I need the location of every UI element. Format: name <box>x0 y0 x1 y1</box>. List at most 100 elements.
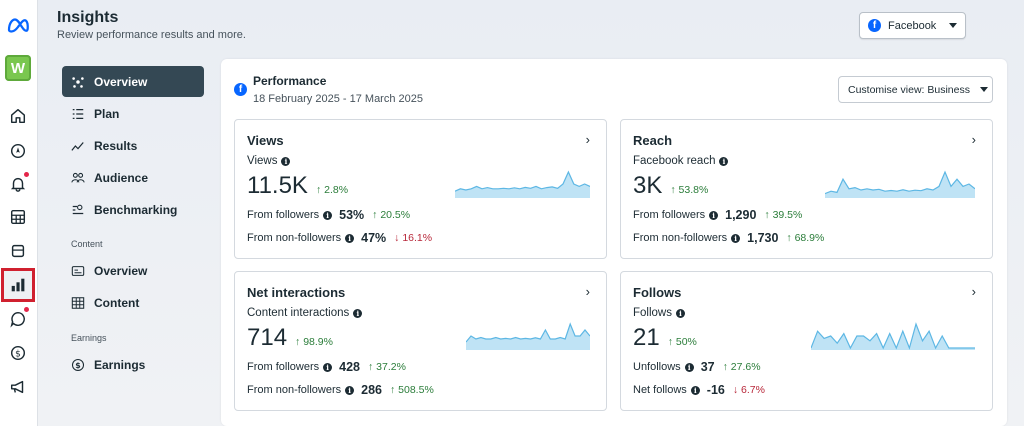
trend-icon <box>71 141 84 151</box>
customise-view-label: Customise view: Business <box>848 83 970 96</box>
chevron-right-icon[interactable]: › <box>971 132 976 147</box>
breakdown-label: From followers <box>247 361 320 373</box>
nav-benchmarking[interactable]: Benchmarking <box>62 194 204 225</box>
metric-label: Views i <box>247 155 291 167</box>
nav-overview[interactable]: Overview <box>62 66 204 97</box>
bell-icon[interactable] <box>3 169 33 199</box>
metric-value-row: 714 ↑ 98.9% <box>247 324 333 352</box>
chevron-right-icon[interactable]: › <box>585 132 590 147</box>
breakdown-row: Net follows i -16 ↓ 6.7% <box>633 383 765 397</box>
breakdown-label: From followers <box>633 209 706 221</box>
nav-content-overview-label: Overview <box>94 263 148 278</box>
metric-label-text: Views <box>247 155 278 167</box>
breakdown-change: ↑ 27.6% <box>722 361 761 373</box>
metric-label-text: Content interactions <box>247 307 350 319</box>
metric-change: ↑ 98.9% <box>295 336 333 348</box>
metric-card[interactable]: Views › Views i 11.5K ↑ 2.8% From follow… <box>234 119 607 259</box>
sparkline-line <box>466 322 590 343</box>
sparkline-area <box>466 324 590 350</box>
info-icon[interactable]: i <box>345 233 355 243</box>
customise-view-dropdown[interactable]: Customise view: Business <box>838 76 993 103</box>
nav-plan[interactable]: Plan <box>62 98 204 129</box>
nav-audience[interactable]: Audience <box>62 162 204 193</box>
nav-earnings[interactable]: $ Earnings <box>62 349 204 380</box>
metric-value-row: 21 ↑ 50% <box>633 324 697 352</box>
info-icon[interactable]: i <box>719 156 729 166</box>
meta-logo-icon[interactable] <box>3 10 33 40</box>
nav-earnings-label: Earnings <box>94 357 146 372</box>
info-icon[interactable]: i <box>323 362 333 372</box>
nav-content-label: Content <box>94 295 140 310</box>
chevron-right-icon[interactable]: › <box>585 284 590 299</box>
sparkle-icon <box>72 76 84 88</box>
compass-icon[interactable] <box>3 136 33 166</box>
info-icon[interactable]: i <box>675 308 685 318</box>
info-icon[interactable]: i <box>684 362 694 372</box>
info-icon[interactable]: i <box>690 385 700 395</box>
card-title: Reach <box>633 133 673 148</box>
performance-title: Performance <box>253 74 327 88</box>
sparkline-chart <box>455 170 590 198</box>
breakdown-change: ↑ 20.5% <box>372 209 411 221</box>
breakdown-change: ↑ 508.5% <box>390 384 434 396</box>
breakdown-row: From non-followers i 286 ↑ 508.5% <box>247 383 434 397</box>
nav-results[interactable]: Results <box>62 130 204 161</box>
dollar-icon: $ <box>71 358 85 371</box>
metric-value-row: 11.5K ↑ 2.8% <box>247 172 348 200</box>
info-icon[interactable]: i <box>281 156 291 166</box>
card-title: Follows <box>633 285 682 300</box>
sparkline-chart <box>825 170 975 198</box>
facebook-icon: f <box>868 19 881 32</box>
metric-label-text: Follows <box>633 307 672 319</box>
breakdown-label: From non-followers <box>633 232 728 244</box>
platform-label: Facebook <box>888 19 937 32</box>
people-icon <box>71 172 85 183</box>
metric-card[interactable]: Reach › Facebook reach i 3K ↑ 53.8% From… <box>620 119 993 259</box>
notification-dot <box>24 172 29 177</box>
metric-label: Follows i <box>633 307 685 319</box>
nav-plan-label: Plan <box>94 106 120 121</box>
nav-content[interactable]: Content <box>62 287 204 318</box>
account-avatar[interactable]: W <box>5 55 31 81</box>
breakdown-change: ↓ 16.1% <box>394 232 433 244</box>
breakdown-value: 286 <box>361 383 382 397</box>
table-icon[interactable] <box>3 202 33 232</box>
info-icon[interactable]: i <box>323 210 333 220</box>
info-icon[interactable]: i <box>731 233 741 243</box>
bar-chart-icon[interactable] <box>1 268 35 302</box>
breakdown-value: -16 <box>706 383 725 397</box>
breakdown-value: 428 <box>339 360 360 374</box>
page-title: Insights <box>57 9 119 26</box>
metric-change: ↑ 53.8% <box>670 184 709 196</box>
sparkline-chart <box>466 322 590 350</box>
megaphone-icon[interactable] <box>3 372 33 402</box>
info-icon[interactable]: i <box>345 385 355 395</box>
nav-content-overview[interactable]: Overview <box>62 255 204 286</box>
home-icon[interactable] <box>3 101 33 131</box>
breakdown-row: From non-followers i 1,730 ↑ 68.9% <box>633 231 824 245</box>
breakdown-row: From followers i 53% ↑ 20.5% <box>247 208 410 222</box>
svg-text:$: $ <box>15 350 21 360</box>
metric-card[interactable]: Net interactions › Content interactions … <box>234 271 607 411</box>
section-earnings-heading: Earnings <box>71 333 107 343</box>
metric-card[interactable]: Follows › Follows i 21 ↑ 50% Unfollows i… <box>620 271 993 411</box>
breakdown-row: From non-followers i 47% ↓ 16.1% <box>247 231 432 245</box>
layers-icon[interactable] <box>3 236 33 266</box>
facebook-icon: f <box>234 83 247 96</box>
metric-value: 21 <box>633 324 660 351</box>
breakdown-label: From followers <box>247 209 320 221</box>
info-icon[interactable]: i <box>353 308 363 318</box>
section-content-heading: Content <box>71 239 103 249</box>
chat-icon[interactable] <box>3 304 33 334</box>
performance-panel: f Performance 18 February 2025 - 17 Marc… <box>221 59 1007 426</box>
nav-audience-label: Audience <box>94 170 149 185</box>
info-icon[interactable]: i <box>709 210 719 220</box>
metric-value: 11.5K <box>247 172 308 199</box>
dollar-icon[interactable]: $ <box>3 338 33 368</box>
platform-dropdown[interactable]: f Facebook <box>859 12 966 39</box>
chevron-right-icon[interactable]: › <box>971 284 976 299</box>
metric-change: ↑ 50% <box>667 336 697 348</box>
caret-down-icon <box>979 87 988 92</box>
breakdown-change: ↓ 6.7% <box>732 384 765 396</box>
svg-text:$: $ <box>75 361 80 370</box>
